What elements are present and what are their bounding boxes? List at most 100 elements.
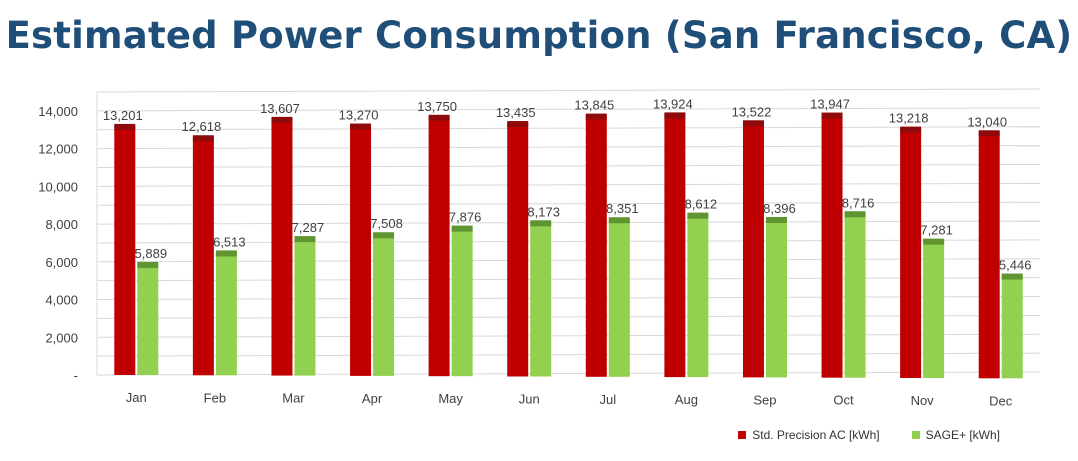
y-tick-label: 10,000 — [38, 179, 78, 194]
gridline — [96, 333, 1041, 338]
bar-sage — [215, 252, 237, 376]
legend-label-sage: SAGE+ [kWh] — [925, 428, 1000, 442]
data-label-std-ac: 13,435 — [496, 105, 536, 120]
bar-std-ac-top — [664, 112, 686, 119]
gridline — [96, 314, 1041, 319]
bar-std-ac — [978, 132, 1000, 379]
gridline — [96, 258, 1041, 263]
data-label-sage: 7,287 — [292, 220, 325, 235]
bar-sage-top — [373, 232, 395, 239]
legend-swatch-green — [911, 431, 920, 439]
x-tick-label: Feb — [204, 390, 226, 405]
bar-sage-top — [608, 217, 630, 224]
bar-std-ac — [821, 114, 843, 378]
bar-sage — [923, 240, 945, 378]
bar-sage-top — [687, 212, 709, 219]
gridline — [96, 163, 1041, 168]
y-tick-label: 14,000 — [38, 104, 78, 119]
x-tick-label: Nov — [911, 393, 935, 408]
chart-title: Estimated Power Consumption (San Francis… — [5, 14, 1073, 57]
gridline — [96, 182, 1041, 187]
bar-std-ac — [271, 118, 293, 376]
bar-sage — [530, 222, 552, 377]
gridline — [96, 126, 1041, 131]
x-tick-label: Apr — [362, 391, 383, 406]
data-label-std-ac: 12,618 — [181, 119, 221, 134]
data-label-std-ac: 13,201 — [103, 108, 143, 123]
data-label-sage: 7,281 — [920, 223, 953, 238]
bar-std-ac-top — [271, 116, 293, 123]
bar-sage-top — [844, 211, 866, 218]
bar-sage — [687, 214, 709, 378]
y-tick-label: 6,000 — [45, 255, 78, 270]
bar-sage — [373, 234, 395, 376]
data-label-sage: 7,876 — [449, 210, 482, 225]
legend-item-sage: SAGE+ [kWh] — [911, 428, 1000, 442]
bar-std-ac — [428, 116, 450, 377]
x-tick-label: Jun — [519, 392, 540, 407]
x-tick-label: Dec — [989, 393, 1013, 408]
x-tick-label: Sep — [753, 392, 776, 407]
bar-sage — [844, 213, 866, 378]
bar-std-ac-top — [900, 126, 922, 133]
x-tick-label: Aug — [675, 392, 698, 407]
bar-sage — [451, 227, 473, 377]
data-label-std-ac: 13,607 — [260, 101, 300, 116]
data-label-sage: 8,716 — [842, 195, 875, 210]
bar-sage-top — [137, 261, 159, 268]
data-label-std-ac: 13,845 — [574, 98, 614, 113]
y-tick-label: - — [74, 368, 78, 383]
data-label-sage: 6,513 — [213, 234, 246, 249]
y-tick-label: 2,000 — [45, 330, 78, 345]
bar-std-ac-top — [350, 123, 372, 130]
bar-sage-top — [530, 220, 552, 227]
legend: Std. Precision AC [kWh] SAGE+ [kWh] — [738, 428, 1000, 442]
bar-std-ac-top — [978, 130, 1000, 137]
data-label-std-ac: 13,270 — [339, 108, 379, 123]
x-tick-label: Mar — [282, 391, 305, 406]
bar-sage — [765, 218, 787, 378]
bar-std-ac-top — [585, 113, 607, 120]
legend-label-std-ac: Std. Precision AC [kWh] — [752, 428, 880, 442]
legend-swatch-red — [738, 431, 747, 439]
data-label-sage: 8,612 — [685, 197, 718, 212]
gridline — [96, 88, 1041, 93]
bar-std-ac — [585, 115, 607, 377]
x-tick-label: Oct — [833, 393, 854, 408]
bar-sage — [137, 263, 159, 375]
gridline — [96, 352, 1041, 357]
bar-std-ac-top — [507, 121, 529, 128]
gridline — [96, 371, 1041, 376]
data-label-std-ac: 13,924 — [653, 96, 693, 111]
bar-sage — [608, 219, 630, 377]
bar-std-ac — [507, 123, 529, 377]
data-label-sage: 8,173 — [527, 204, 560, 219]
y-tick-label: 4,000 — [45, 293, 78, 308]
x-tick-label: Jan — [126, 390, 147, 405]
gridline — [96, 220, 1041, 225]
data-label-std-ac: 13,522 — [732, 104, 772, 119]
gridline — [96, 296, 1041, 301]
data-label-std-ac: 13,947 — [810, 97, 850, 112]
bar-std-ac — [742, 122, 764, 378]
bar-sage — [294, 238, 316, 376]
bar-sage-top — [294, 236, 316, 243]
bar-sage-top — [451, 225, 473, 232]
bar-std-ac-top — [192, 135, 214, 142]
gridline — [96, 239, 1041, 244]
data-label-std-ac: 13,040 — [967, 114, 1007, 129]
bar-sage — [1001, 275, 1023, 379]
gridline — [96, 145, 1041, 150]
data-label-sage: 8,396 — [763, 201, 796, 216]
data-label-std-ac: 13,218 — [889, 111, 929, 126]
data-label-sage: 7,508 — [370, 216, 403, 231]
gridline — [96, 277, 1041, 282]
data-label-sage: 5,889 — [135, 246, 168, 261]
bar-sage-top — [765, 216, 787, 223]
bar-std-ac — [350, 125, 372, 376]
y-tick-label: 12,000 — [38, 142, 78, 157]
bar-sage-top — [215, 250, 237, 257]
bar-std-ac — [900, 128, 922, 378]
data-label-sage: 8,351 — [606, 201, 639, 216]
